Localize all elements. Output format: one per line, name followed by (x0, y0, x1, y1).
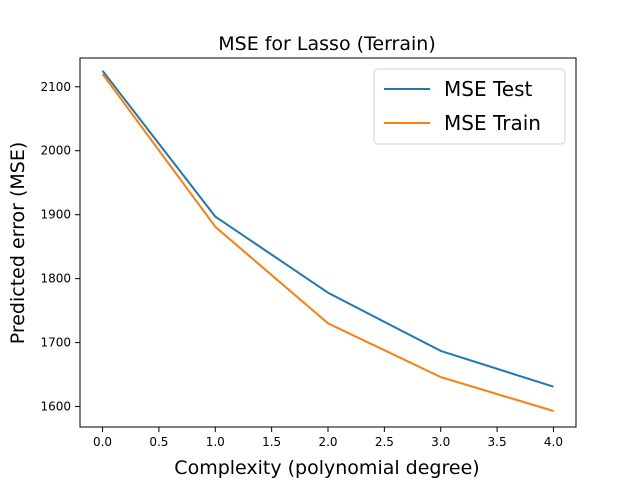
y-axis-label: Predicted error (MSE) (7, 142, 29, 345)
legend-label-mse-train: MSE Train (444, 111, 541, 135)
x-axis-label: Complexity (polynomial degree) (174, 457, 479, 479)
y-tick-label-0: 1600 (40, 400, 71, 414)
x-tick-label-4: 2.0 (318, 435, 337, 449)
x-tick-label-5: 2.5 (375, 435, 394, 449)
legend-label-mse-test: MSE Test (444, 77, 532, 101)
x-tick-label-7: 3.5 (488, 435, 507, 449)
x-tick-label-2: 1.0 (206, 435, 225, 449)
x-tick-label-8: 4.0 (544, 435, 563, 449)
legend: MSE Test MSE Train (373, 68, 566, 145)
x-tick-label-6: 3.0 (431, 435, 450, 449)
y-tick-label-1: 1700 (40, 336, 71, 350)
series-layer (101, 70, 554, 412)
series-line-mse-train (101, 73, 554, 412)
y-axis: 1600 1700 1800 1900 2000 2100 (40, 80, 80, 414)
x-tick-label-1: 0.5 (149, 435, 168, 449)
x-tick-label-3: 1.5 (262, 435, 281, 449)
y-tick-label-5: 2100 (40, 80, 71, 94)
y-tick-label-2: 1800 (40, 272, 71, 286)
y-tick-label-3: 1900 (40, 208, 71, 222)
x-axis: 0.0 0.5 1.0 1.5 2.0 2.5 3.0 3.5 4.0 (93, 427, 563, 449)
x-tick-label-0: 0.0 (93, 435, 112, 449)
series-line-mse-test (101, 70, 554, 388)
chart-title: MSE for Lasso (Terrain) (218, 33, 436, 55)
y-tick-label-4: 2000 (40, 144, 71, 158)
legend-box (373, 68, 566, 145)
